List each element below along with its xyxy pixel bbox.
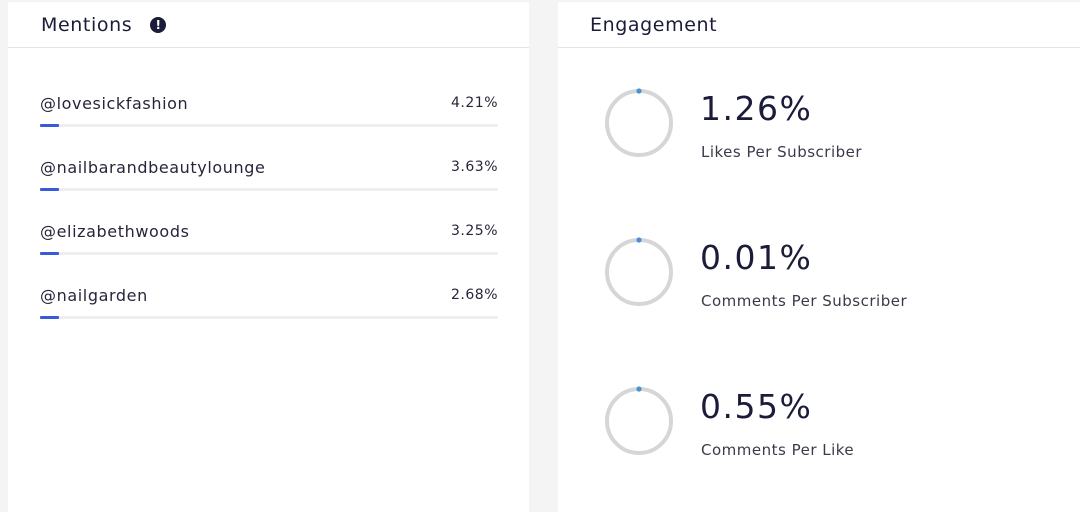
info-icon[interactable]: ! — [150, 16, 167, 33]
mentions-header: Mentions ! — [8, 2, 529, 48]
engagement-metric-comments-per-like: 0.55% Comments Per Like — [604, 386, 1074, 476]
progress-ring — [605, 386, 673, 455]
mention-bar-fill — [40, 188, 59, 191]
engagement-metric-likes-per-subscriber: 1.26% Likes Per Subscriber — [604, 88, 1074, 178]
mentions-card: Mentions ! @lovesickfashion 4.21% @nailb… — [8, 2, 529, 512]
engagement-card: Engagement 1.26% Likes Per Subscriber 0.… — [558, 2, 1080, 512]
mention-row[interactable]: @nailbarandbeautylounge 3.63% — [40, 158, 498, 198]
mentions-title: Mentions — [41, 13, 133, 36]
progress-ring — [605, 88, 673, 157]
engagement-metric-comments-per-subscriber: 0.01% Comments Per Subscriber — [604, 237, 1074, 327]
mention-percent: 3.63% — [451, 159, 498, 175]
mention-handle[interactable]: @lovesickfashion — [40, 94, 189, 113]
mention-bar-track — [40, 124, 498, 127]
mention-bar-track — [40, 188, 498, 191]
mention-percent: 3.25% — [451, 223, 498, 239]
mention-bar-track — [40, 252, 498, 255]
metric-value: 1.26% — [700, 89, 813, 128]
mention-row[interactable]: @lovesickfashion 4.21% — [40, 94, 498, 134]
mention-row[interactable]: @elizabethwoods 3.25% — [40, 222, 498, 262]
mention-bar-fill — [40, 124, 59, 127]
progress-ring — [605, 237, 673, 306]
metric-value: 0.01% — [700, 238, 813, 277]
engagement-title: Engagement — [590, 13, 718, 36]
mention-row[interactable]: @nailgarden 2.68% — [40, 286, 498, 326]
mention-percent: 4.21% — [451, 95, 498, 111]
mention-handle[interactable]: @nailgarden — [40, 286, 148, 305]
mention-handle[interactable]: @elizabethwoods — [40, 222, 190, 241]
mention-handle[interactable]: @nailbarandbeautylounge — [40, 158, 266, 177]
engagement-header: Engagement — [558, 2, 1080, 48]
mention-bar-fill — [40, 316, 59, 319]
metric-label: Comments Per Like — [701, 441, 855, 459]
metric-label: Likes Per Subscriber — [701, 143, 863, 161]
metric-value: 0.55% — [700, 387, 813, 426]
mention-percent: 2.68% — [451, 287, 498, 303]
metric-label: Comments Per Subscriber — [701, 292, 908, 310]
mention-bar-fill — [40, 252, 59, 255]
mention-bar-track — [40, 316, 498, 319]
